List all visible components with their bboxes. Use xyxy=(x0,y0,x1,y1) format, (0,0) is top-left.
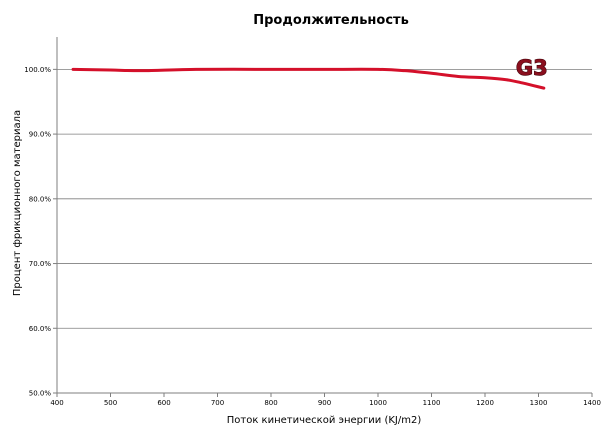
x-tick-label: 800 xyxy=(264,399,277,407)
x-tick-label: 1200 xyxy=(476,399,494,407)
x-tick-label: 1300 xyxy=(530,399,548,407)
x-tick-label: 500 xyxy=(104,399,117,407)
x-tick-label: 400 xyxy=(50,399,63,407)
x-tick-label: 600 xyxy=(157,399,170,407)
series-lines: G3 xyxy=(71,56,548,90)
y-tick-label: 100.0% xyxy=(24,66,51,74)
series-label-g3: G3 xyxy=(516,56,548,80)
tick-labels: 50.0% 60.0% 70.0% 80.0% 90.0% 100.0% 400 500 600… xyxy=(24,66,601,407)
x-axis-label: Поток кинетической энергии (KJ/m2) xyxy=(227,415,422,425)
x-tick-label: 1000 xyxy=(369,399,387,407)
y-tick-label: 90.0% xyxy=(29,131,52,139)
x-tick-label: 1400 xyxy=(583,399,601,407)
axes xyxy=(53,37,593,397)
y-tick-label: 80.0% xyxy=(29,195,52,203)
y-tick-label: 60.0% xyxy=(29,325,52,333)
y-tick-label: 50.0% xyxy=(29,390,52,398)
x-tick-label: 700 xyxy=(211,399,224,407)
y-tick-label: 70.0% xyxy=(29,260,52,268)
y-axis-label: Процент фрикционного материала xyxy=(12,110,23,296)
x-tick-label: 1100 xyxy=(423,399,441,407)
series-line-g3 xyxy=(71,67,546,90)
chart-title: Продолжительность xyxy=(253,13,409,28)
gridlines xyxy=(57,68,592,394)
x-tick-label: 900 xyxy=(318,399,331,407)
